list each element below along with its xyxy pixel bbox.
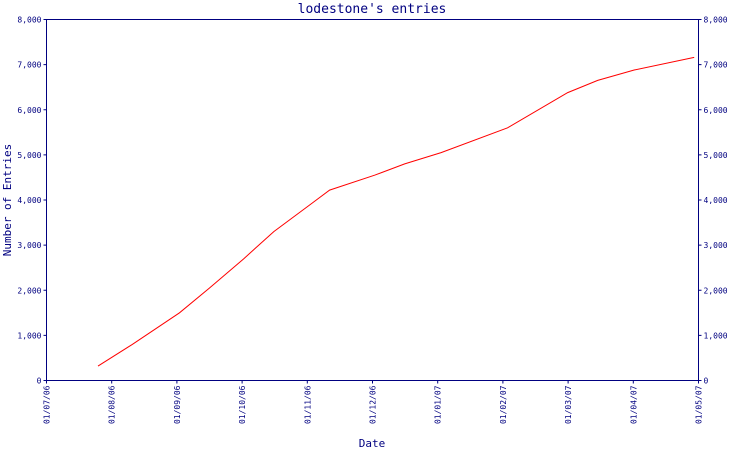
plot-frame — [46, 19, 699, 381]
y-tick-label-right: 1,000 — [704, 331, 728, 340]
y-tick-label-left: 1,000 — [17, 331, 41, 340]
chart-title: lodestone's entries — [298, 2, 447, 17]
y-tick-label-left: 0 — [37, 377, 42, 386]
y-tick-label-left: 7,000 — [17, 61, 41, 70]
y-tick-label-right: 6,000 — [704, 106, 728, 115]
x-tick-label: 01/07/06 — [43, 385, 52, 424]
y-axis-title: Number of Entries — [1, 144, 14, 257]
y-tick-label-left: 3,000 — [17, 241, 41, 250]
x-tick-label: 01/04/07 — [629, 385, 638, 424]
y-tick-label-right: 5,000 — [704, 151, 728, 160]
x-tick-label: 01/12/06 — [369, 385, 378, 424]
x-tick-label: 01/08/06 — [108, 385, 117, 424]
y-tick-label-right: 4,000 — [704, 196, 728, 205]
y-tick-label-left: 6,000 — [17, 106, 41, 115]
series-line-0 — [97, 56, 695, 367]
y-tick-label-right: 2,000 — [704, 286, 728, 295]
x-axis-title: Date — [359, 437, 386, 450]
x-axis-ticks: 01/07/06 01/08/06 01/09/06 01/10/06 01/11/06… — [43, 380, 704, 424]
x-tick-label: 01/05/07 — [695, 385, 704, 424]
x-tick-label: 01/03/07 — [564, 385, 573, 424]
x-tick-label: 01/02/07 — [499, 385, 508, 424]
y-tick-label-right: 7,000 — [704, 61, 728, 70]
x-tick-label: 01/01/07 — [434, 385, 443, 424]
x-tick-label: 01/09/06 — [173, 385, 182, 424]
y-axis-ticks: 0 0 1,000 1,000 2,000 2,000 3,000 3,000 4,000 4,0… — [17, 16, 727, 386]
x-tick-label: 01/11/06 — [303, 385, 312, 424]
y-tick-label-left: 2,000 — [17, 286, 41, 295]
y-tick-label-left: 4,000 — [17, 196, 41, 205]
x-tick-label: 01/10/06 — [238, 385, 247, 424]
y-tick-label-right: 3,000 — [704, 241, 728, 250]
series-group — [97, 56, 695, 367]
y-tick-label-left: 8,000 — [17, 16, 41, 25]
y-tick-label-left: 5,000 — [17, 151, 41, 160]
y-tick-label-right: 8,000 — [704, 16, 728, 25]
y-tick-label-right: 0 — [704, 377, 709, 386]
